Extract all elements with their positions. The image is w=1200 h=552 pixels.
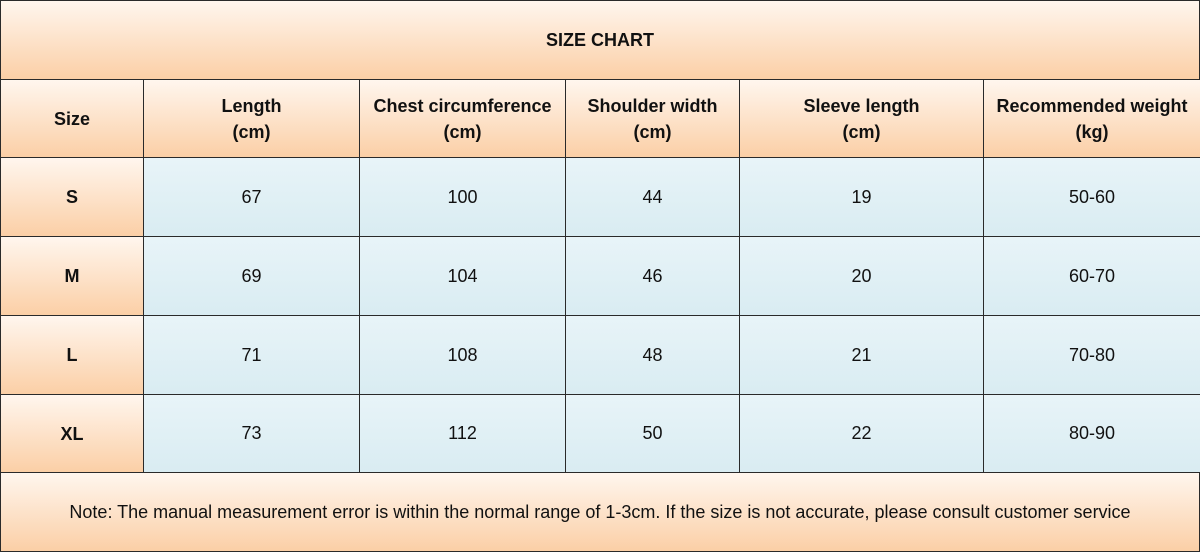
value: 22 [851,423,872,443]
size-cell: XL [0,394,144,473]
value: 70-80 [1068,344,1116,365]
value: 73 [241,423,262,443]
value-cell: 60-70 [983,236,1200,316]
value-cell: 20 [739,236,984,316]
header-name: Recommended weight [996,95,1188,116]
size-label: L [66,345,78,365]
header-unit: (cm) [232,121,271,142]
size-label: S [65,187,78,207]
value: 100 [447,186,478,207]
value-cell: 50-60 [983,157,1200,237]
value-cell: 70-80 [983,315,1200,395]
header-cell: Size [0,79,144,158]
value-cell: 104 [359,236,566,316]
size-label: XL [60,423,84,444]
value: 21 [851,344,872,365]
header-name: Chest circumference [373,95,552,116]
value: 69 [241,265,262,286]
header-cell: Sleeve length (cm) [739,79,984,158]
value-cell: 108 [359,315,566,395]
title: SIZE CHART [546,30,654,50]
value: 112 [448,423,477,443]
header-unit: (cm) [842,121,881,142]
header-name: Sleeve length [803,95,920,116]
value: 71 [241,344,262,365]
header-cell: Recommended weight (kg) [983,79,1200,158]
value: 67 [241,186,262,207]
value-cell: 46 [565,236,740,316]
value-cell: 22 [739,394,984,473]
header-cell: Shoulder width (cm) [565,79,740,158]
value: 108 [447,344,478,365]
size-label: M [64,266,80,286]
header-name: Size [53,108,91,129]
value: 50 [642,423,663,443]
value: 60-70 [1068,265,1116,286]
value: 104 [447,265,478,286]
header-name: Shoulder width [587,95,718,116]
title-cell: SIZE CHART [0,0,1200,80]
value: 48 [642,344,663,365]
value-cell: 19 [739,157,984,237]
value-cell: 80-90 [983,394,1200,473]
value: 46 [642,265,663,286]
value-cell: 73 [143,394,360,473]
note: Note: The manual measurement error is wi… [69,501,1131,522]
value-cell: 50 [565,394,740,473]
value: 50-60 [1068,186,1116,207]
value-cell: 48 [565,315,740,395]
value-cell: 67 [143,157,360,237]
value-cell: 112 [359,394,566,473]
size-cell: S [0,157,144,237]
value: 20 [851,265,872,286]
value: 19 [851,186,872,207]
size-cell: M [0,236,144,316]
size-cell: L [0,315,144,395]
header-unit: (cm) [443,121,482,142]
header-name: Length [221,95,282,116]
value: 44 [642,186,663,207]
value-cell: 71 [143,315,360,395]
value-cell: 21 [739,315,984,395]
header-unit: (kg) [1075,121,1109,142]
value-cell: 69 [143,236,360,316]
value: 80-90 [1068,423,1116,443]
header-cell: Chest circumference (cm) [359,79,566,158]
value-cell: 44 [565,157,740,237]
note-cell: Note: The manual measurement error is wi… [0,472,1200,552]
value-cell: 100 [359,157,566,237]
header-unit: (cm) [633,121,672,142]
header-cell: Length (cm) [143,79,360,158]
